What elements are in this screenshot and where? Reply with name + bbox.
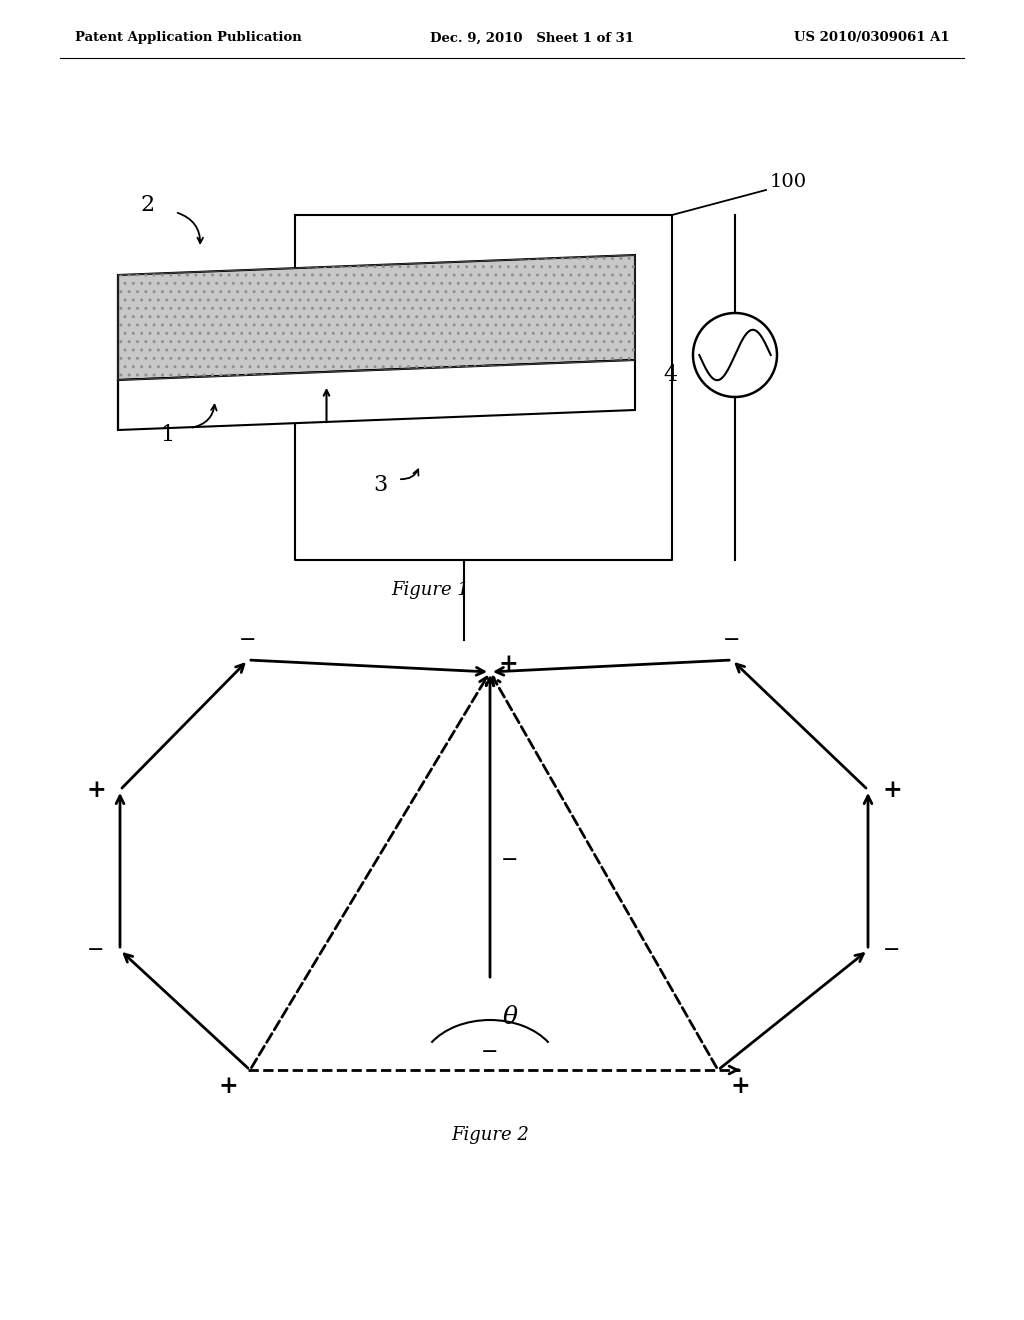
Text: 1: 1 (160, 424, 174, 446)
Text: Patent Application Publication: Patent Application Publication (75, 32, 302, 45)
Text: +: + (86, 777, 105, 803)
Text: −: − (884, 940, 901, 960)
Text: 3: 3 (373, 474, 387, 496)
Text: +: + (498, 652, 518, 676)
Text: Figure 2: Figure 2 (451, 1126, 529, 1144)
Text: −: − (723, 631, 740, 649)
Text: +: + (882, 777, 902, 803)
Text: 4: 4 (663, 364, 677, 385)
Text: 2: 2 (141, 194, 155, 216)
Text: US 2010/0309061 A1: US 2010/0309061 A1 (795, 32, 950, 45)
Text: Dec. 9, 2010   Sheet 1 of 31: Dec. 9, 2010 Sheet 1 of 31 (430, 32, 634, 45)
Polygon shape (118, 255, 635, 380)
Text: −: − (240, 631, 257, 649)
Text: +: + (218, 1074, 238, 1098)
Text: −: − (87, 940, 104, 960)
Text: +: + (730, 1074, 750, 1098)
Polygon shape (118, 360, 635, 430)
Text: −: − (502, 850, 519, 870)
Text: 100: 100 (770, 173, 807, 191)
Text: −: − (481, 1043, 499, 1061)
Text: θ: θ (503, 1006, 517, 1030)
Text: Figure 1: Figure 1 (391, 581, 469, 599)
